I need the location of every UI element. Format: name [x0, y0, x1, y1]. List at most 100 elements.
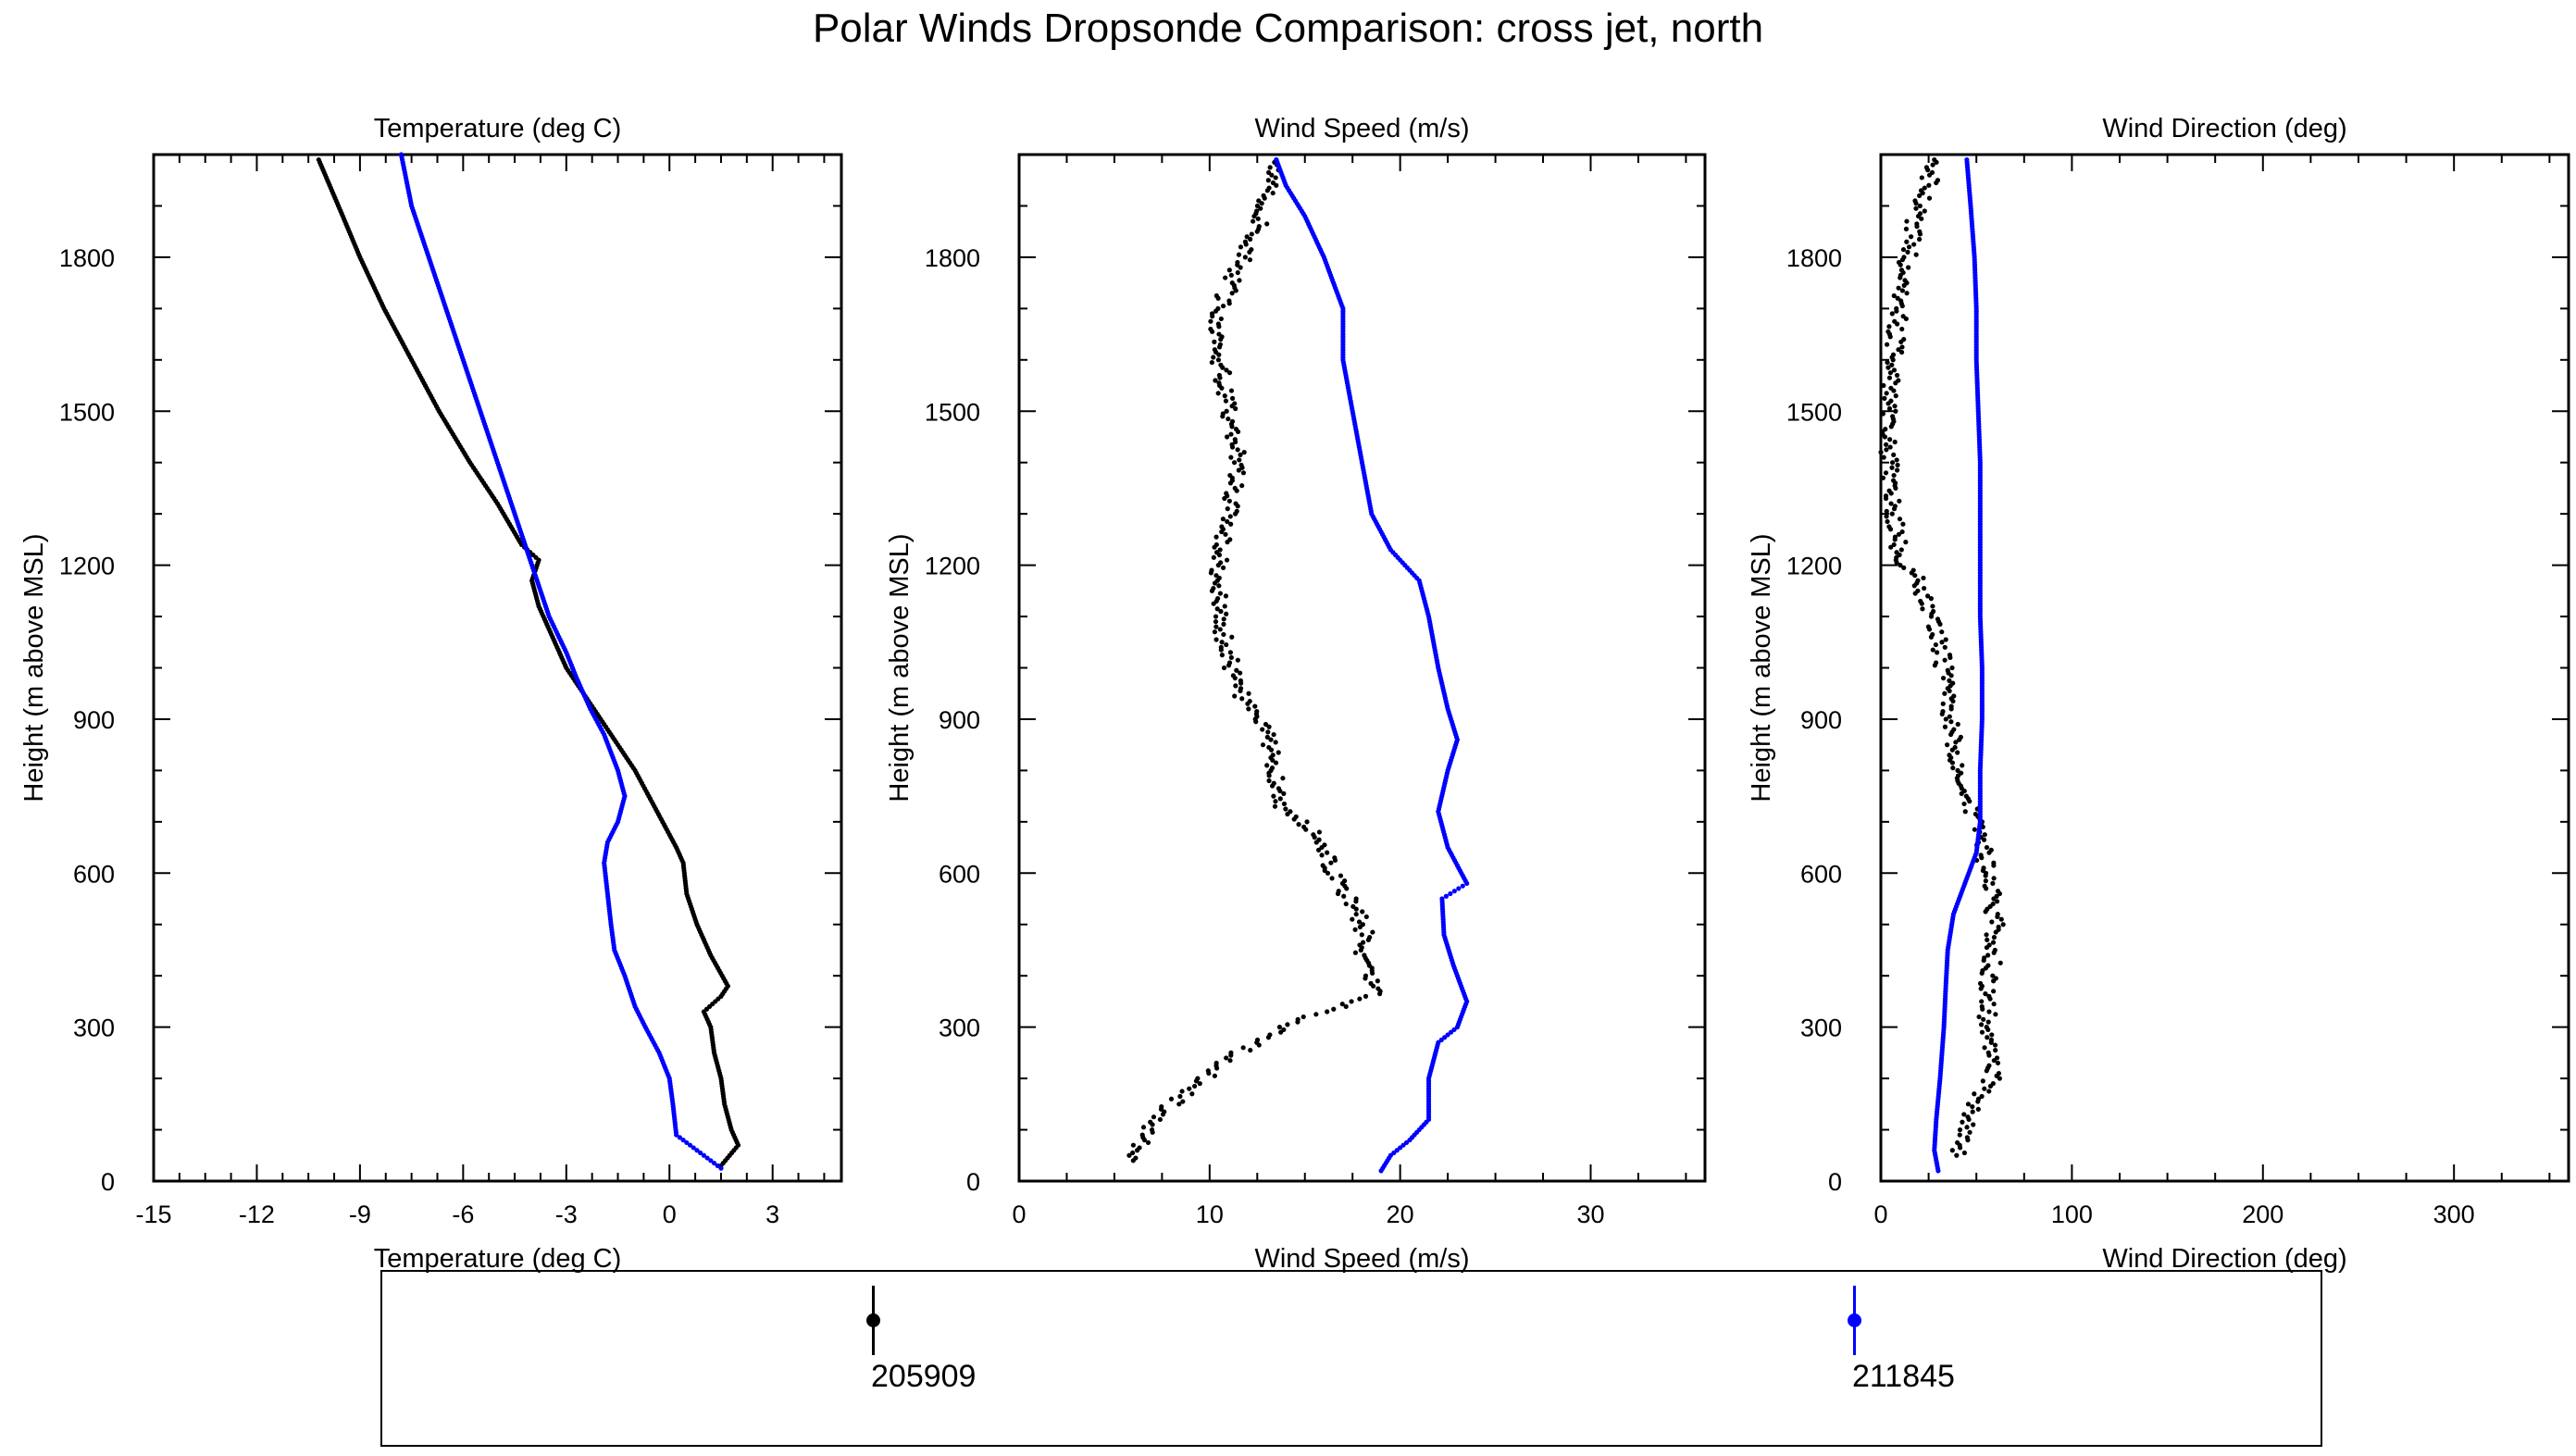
wind-direction-deg-point-205909 — [1899, 326, 1905, 332]
wind-speed-m-s-point-205909 — [1301, 824, 1307, 829]
wind-direction-deg-point-205909 — [1909, 234, 1914, 240]
wind-direction-deg-point-205909 — [1982, 1086, 1987, 1091]
wind-speed-m-s-point-205909 — [1316, 829, 1323, 835]
wind-direction-deg-point-205909 — [1996, 924, 2001, 930]
wind-speed-m-s-point-205909 — [1242, 255, 1248, 260]
wind-speed-m-s-point-205909 — [1228, 521, 1234, 527]
wind-direction-deg-point-205909 — [1892, 534, 1898, 540]
wind-direction-deg-point-205909 — [1986, 942, 1992, 948]
wind-speed-m-s-point-205909 — [1222, 393, 1227, 399]
wind-speed-m-s-y-tick-label: 1800 — [925, 244, 980, 272]
wind-speed-m-s-point-205909 — [1126, 1152, 1132, 1158]
wind-direction-deg-point-205909 — [1939, 629, 1945, 635]
wind-speed-m-s-point-205909 — [1212, 347, 1217, 353]
wind-direction-deg-point-205909 — [1917, 229, 1923, 234]
wind-direction-deg-point-205909 — [1915, 588, 1921, 593]
wind-speed-m-s-point-205909 — [1265, 178, 1271, 183]
wind-direction-deg-point-205909 — [1890, 414, 1896, 419]
wind-direction-deg-point-205909 — [1888, 398, 1894, 404]
wind-speed-m-s-point-205909 — [1283, 806, 1288, 812]
wind-direction-deg-point-205909 — [1947, 678, 1952, 683]
wind-direction-deg-point-205909 — [1884, 514, 1889, 519]
wind-speed-m-s-point-205909 — [1223, 593, 1229, 599]
wind-speed-m-s-point-205909 — [1213, 378, 1218, 383]
wind-direction-deg-point-205909 — [1893, 393, 1898, 399]
temperature-deg-c-point-211845 — [677, 1135, 682, 1140]
wind-speed-m-s-point-205909 — [1228, 454, 1234, 460]
wind-direction-deg-point-205909 — [1985, 1035, 1990, 1040]
wind-speed-m-s-point-205909 — [1238, 670, 1243, 676]
wind-direction-deg-point-205909 — [1881, 382, 1886, 389]
wind-direction-deg-point-205909 — [1930, 604, 1935, 609]
wind-speed-m-s-point-205909 — [1240, 470, 1247, 476]
wind-speed-m-s-point-205909 — [1267, 165, 1273, 170]
temperature-deg-c-x-tick-label: -3 — [555, 1201, 578, 1228]
wind-direction-deg-point-205909 — [1926, 182, 1932, 188]
wind-speed-m-s-point-205909 — [1311, 832, 1316, 838]
wind-direction-deg-point-205909 — [1990, 940, 1997, 945]
wind-direction-deg-point-205909 — [1970, 1109, 1975, 1114]
wind-speed-m-s-point-205909 — [1266, 724, 1272, 729]
wind-speed-m-s-point-205909 — [1229, 634, 1235, 640]
wind-direction-deg-point-205909 — [1892, 318, 1898, 324]
wind-speed-m-s-point-205909 — [1227, 514, 1233, 519]
wind-speed-m-s-x-axis-label: Wind Speed (m/s) — [1254, 1244, 1469, 1274]
temperature-deg-c-y-tick-label: 300 — [73, 1014, 115, 1042]
wind-speed-m-s-point-205909 — [1211, 585, 1216, 591]
wind-direction-deg-point-205909 — [1930, 162, 1935, 168]
wind-speed-m-s-point-205909 — [1268, 737, 1274, 742]
wind-speed-m-s-point-205909 — [1320, 863, 1325, 868]
wind-direction-deg-point-205909 — [1972, 1091, 1977, 1097]
wind-direction-deg-y-tick-label: 600 — [1800, 860, 1842, 888]
wind-speed-m-s-point-205909 — [1220, 516, 1226, 522]
wind-direction-deg-point-205909 — [1985, 1019, 1991, 1025]
wind-direction-deg-point-205909 — [1922, 585, 1927, 591]
wind-direction-deg-point-205909 — [1932, 156, 1937, 163]
wind-speed-m-s-point-205909 — [1357, 996, 1363, 1002]
wind-speed-m-s-point-205909 — [1260, 742, 1266, 748]
wind-speed-m-s-point-205909 — [1234, 508, 1239, 514]
wind-direction-deg-point-205909 — [1955, 721, 1960, 728]
wind-direction-deg-title: Wind Direction (deg) — [2102, 114, 2346, 143]
wind-direction-deg-point-205909 — [1900, 314, 1906, 319]
wind-direction-deg-point-205909 — [1991, 989, 1997, 994]
wind-speed-m-s-point-205909 — [1304, 819, 1310, 825]
wind-speed-m-s-point-205909 — [1363, 973, 1369, 978]
wind-speed-m-s-point-211845 — [1448, 890, 1453, 897]
wind-speed-m-s-point-205909 — [1213, 614, 1219, 619]
wind-direction-deg-point-205909 — [1978, 852, 1984, 858]
wind-speed-m-s-point-205909 — [1233, 501, 1238, 506]
wind-speed-m-s-point-205909 — [1209, 567, 1214, 573]
wind-direction-deg-point-205909 — [1960, 1119, 1965, 1125]
wind-speed-m-s-point-205909 — [1218, 608, 1224, 615]
temperature-deg-c-x-tick-label: -9 — [349, 1201, 371, 1228]
wind-direction-deg-point-205909 — [1925, 624, 1932, 629]
wind-speed-m-s-y-tick-label: 1200 — [925, 553, 980, 580]
wind-direction-deg-point-205909 — [1945, 742, 1950, 748]
wind-speed-m-s-point-205909 — [1249, 231, 1254, 237]
wind-direction-deg-point-205909 — [1977, 980, 1984, 987]
wind-direction-deg-point-205909 — [1922, 208, 1927, 214]
wind-direction-deg-point-205909 — [1900, 246, 1907, 253]
wind-speed-m-s-point-205909 — [1251, 218, 1256, 224]
wind-direction-deg-point-205909 — [1995, 912, 2000, 917]
wind-direction-deg-point-205909 — [1942, 724, 1948, 729]
wind-speed-m-s-point-205909 — [1341, 893, 1347, 899]
wind-speed-m-s-point-205909 — [1343, 1003, 1349, 1010]
wind-direction-deg-point-205909 — [1889, 460, 1896, 466]
wind-speed-m-s-point-205909 — [1237, 457, 1242, 463]
wind-speed-m-s-point-205909 — [1228, 388, 1235, 393]
wind-speed-m-s-point-205909 — [1249, 246, 1254, 253]
wind-direction-deg-point-205909 — [1898, 547, 1904, 553]
wind-direction-deg-point-205909 — [1939, 640, 1945, 645]
wind-speed-m-s-point-205909 — [1267, 1032, 1273, 1038]
wind-direction-deg-point-205909 — [1911, 242, 1917, 247]
wind-direction-deg-point-205909 — [1898, 268, 1905, 273]
wind-direction-deg-point-205909 — [1945, 667, 1950, 673]
wind-direction-deg-point-205909 — [1986, 1089, 1992, 1094]
wind-direction-deg-point-205909 — [1886, 405, 1893, 412]
wind-direction-deg-point-205909 — [1984, 1025, 1989, 1030]
wind-direction-deg-point-205909 — [1903, 540, 1909, 545]
wind-speed-m-s-point-205909 — [1225, 518, 1230, 525]
wind-speed-m-s-x-tick-label: 20 — [1387, 1201, 1414, 1228]
